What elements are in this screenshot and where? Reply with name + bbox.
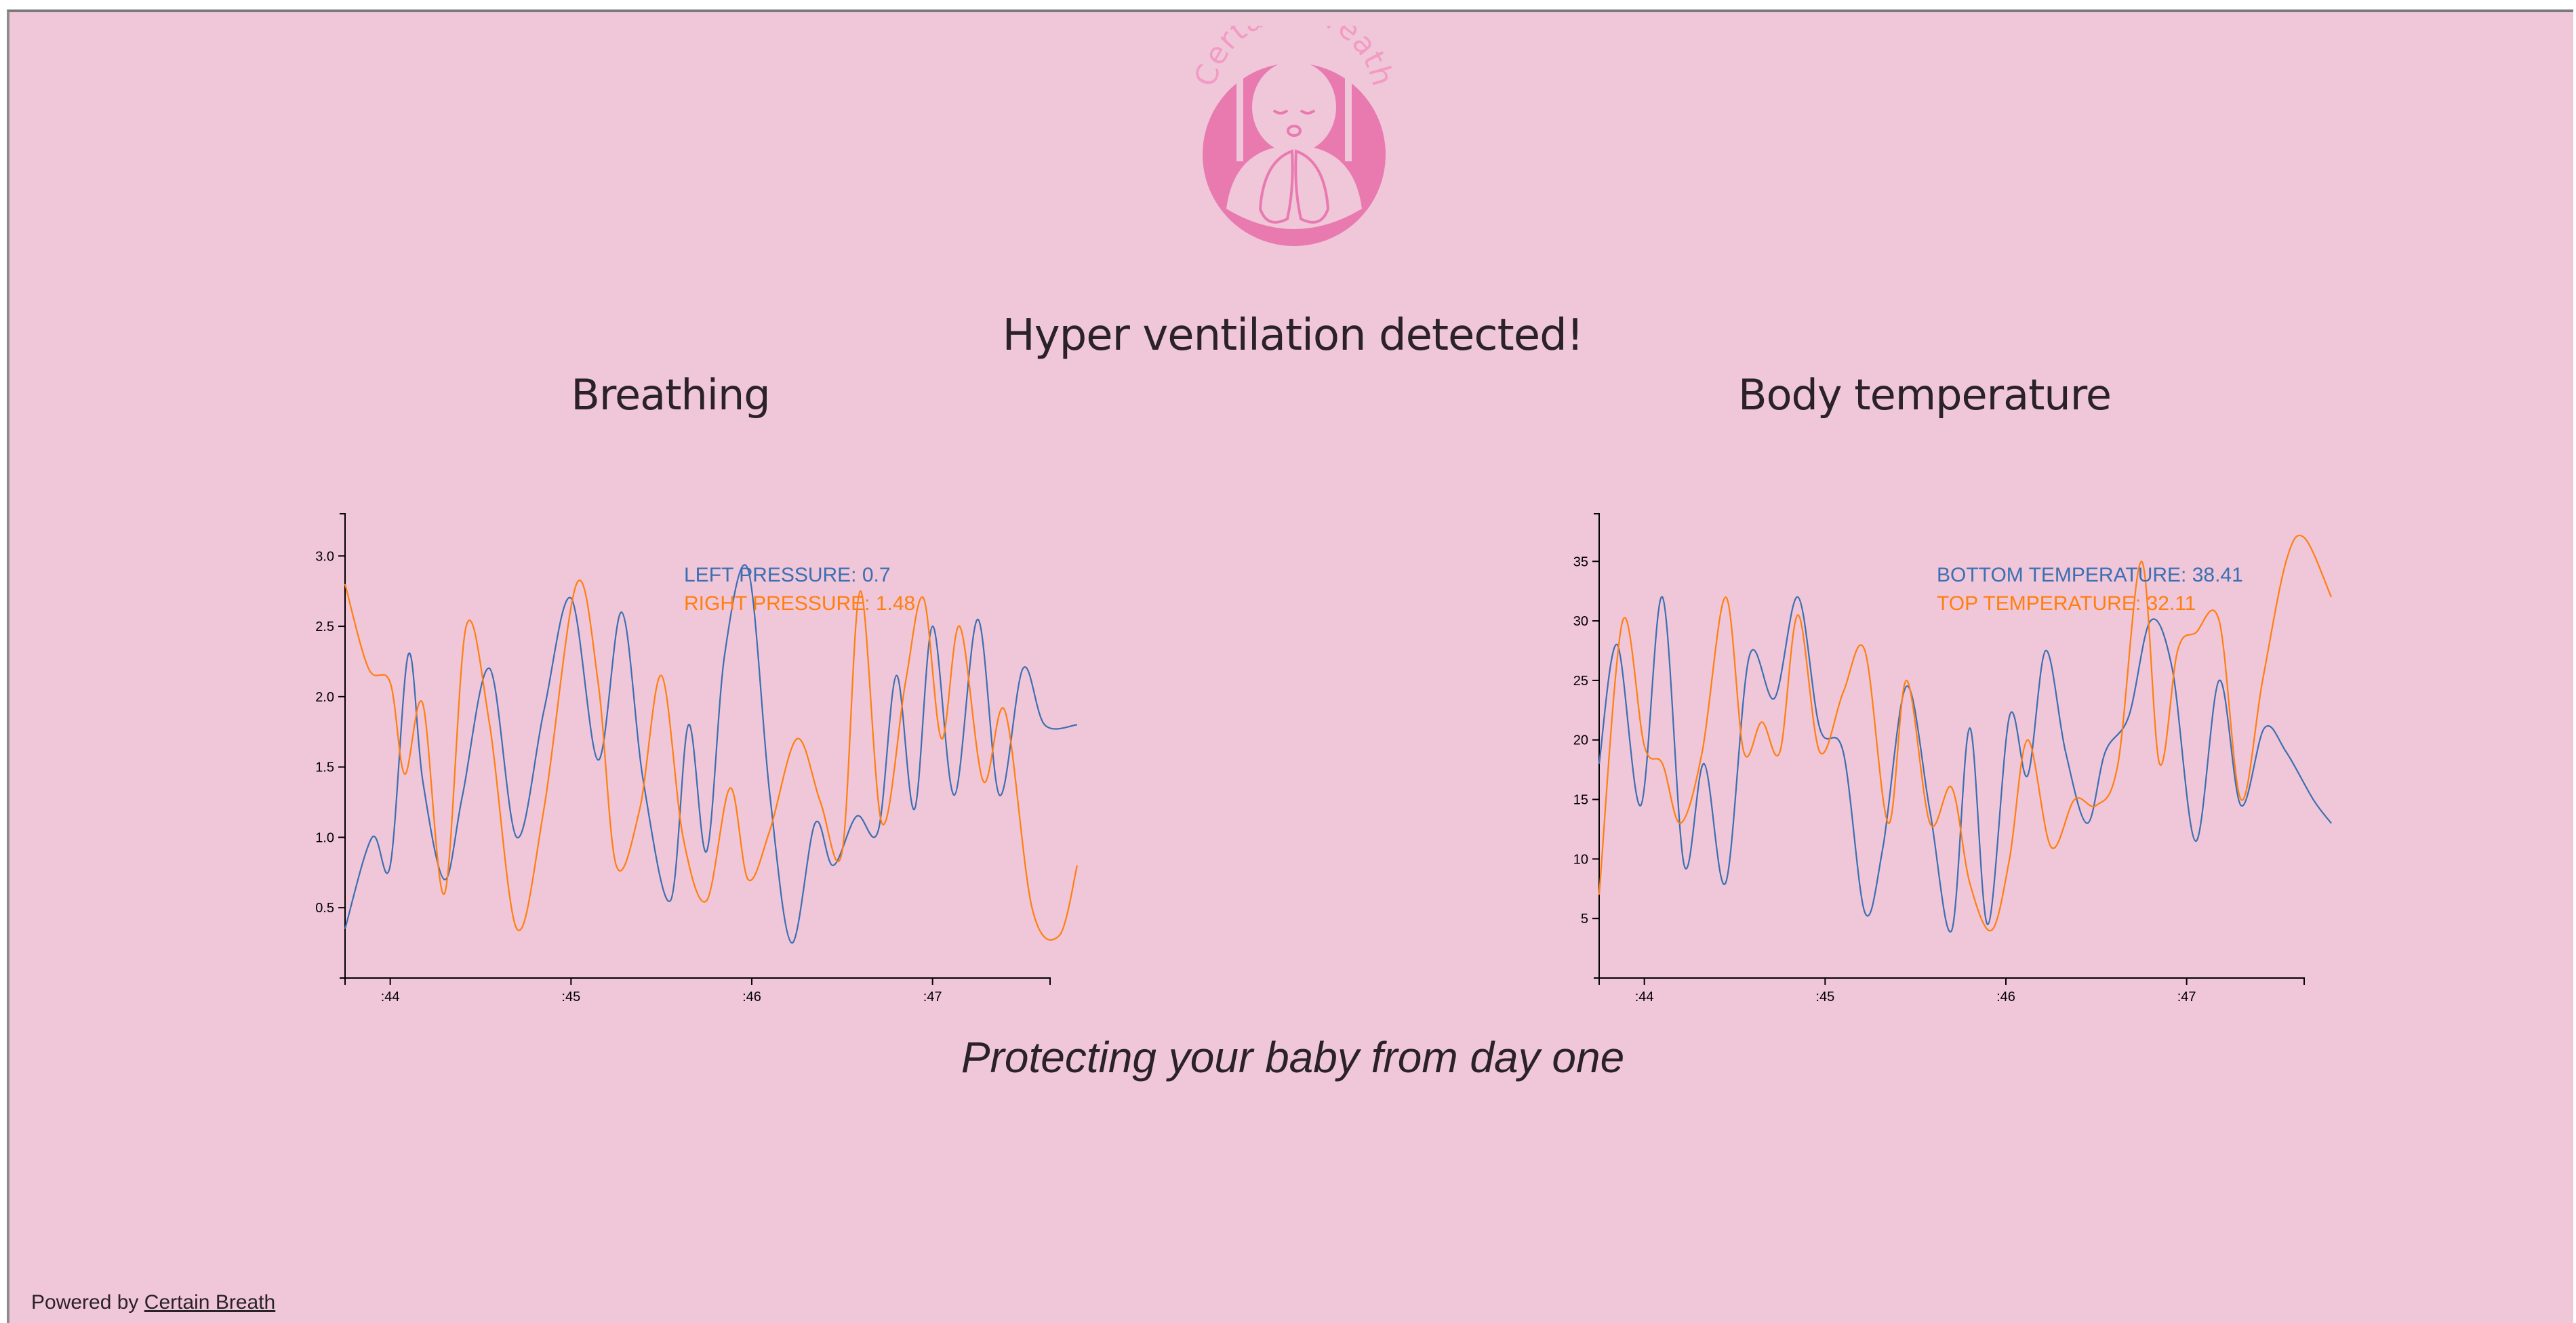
y-tick-label: 2.5 [315,619,334,634]
breathing-title: Breathing [571,370,770,420]
y-tick-label: 30 [1573,614,1588,629]
temperature-title: Body temperature [1738,370,2112,420]
x-axis [344,977,1051,985]
x-tick-label: :46 [742,990,761,1004]
baby-lungs-logo-icon: Certain Breath [1188,0,1399,246]
series-line-b [1598,534,2333,932]
alert-title: Hyper ventilation detected! [1002,310,1584,361]
powered-by-prefix: Powered by [31,1291,139,1314]
right-pressure-label: RIGHT PRESSURE: 1.48 [684,592,916,615]
x-tick-label: :47 [2177,990,2196,1004]
top-temperature-label: TOP TEMPERATURE: 32.11 [1937,592,2196,615]
y-tick-label: 5 [1581,912,1588,927]
tagline: Protecting your baby from day one [961,1033,1625,1082]
y-tick-label: 35 [1573,554,1588,569]
x-tick-label: :46 [1996,990,2015,1004]
y-tick-label: 1.0 [315,830,334,845]
logo: Certain Breath [1188,0,1399,249]
x-tick-label: :44 [1635,990,1654,1004]
x-tick-label: :45 [1815,990,1834,1004]
x-tick-label: :44 [381,990,400,1004]
y-tick-label: 3.0 [315,549,334,564]
left-pressure-label: LEFT PRESSURE: 0.7 [684,564,891,586]
breathing-readout: LEFT PRESSURE: 0.7 RIGHT PRESSURE: 1.48 [684,561,915,618]
bottom-temperature-label: BOTTOM TEMPERATURE: 38.41 [1937,564,2243,586]
y-tick-label: 10 [1573,852,1588,867]
series-line-b [344,579,1079,941]
y-tick-label: 0.5 [315,901,334,916]
temperature-chart: 5 10 15 20 25 30 35 :44 :45 :46 :47 [1555,500,2341,1015]
x-tick-label: :45 [561,990,580,1004]
y-tick-label: 1.5 [315,760,334,775]
x-tick-label: :47 [923,990,942,1004]
y-axis [340,513,346,979]
y-tick-label: 15 [1573,793,1588,808]
temperature-readout: BOTTOM TEMPERATURE: 38.41 TOP TEMPERATUR… [1937,561,2243,618]
y-tick-label: 25 [1573,674,1588,689]
y-tick-label: 20 [1573,733,1588,748]
breathing-chart: 0.5 1.0 1.5 2.0 2.5 3.0 :44 :45 :46 :47 [301,500,1087,1015]
certain-breath-link[interactable]: Certain Breath [144,1291,276,1314]
series-line-a [1598,596,2332,933]
x-axis [1598,977,2305,985]
y-tick-label: 2.0 [315,690,334,705]
app-frame: Certain Breath Hyper ventilation detecte… [7,0,2573,1323]
y-axis [1594,513,1600,979]
powered-by: Powered by Certain Breath [31,1291,275,1314]
series-line-a [344,564,1078,944]
